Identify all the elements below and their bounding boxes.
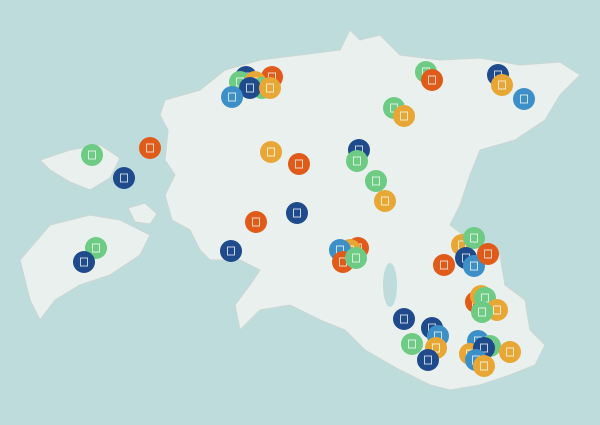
map-marker[interactable] [374,190,396,212]
map-marker[interactable] [113,167,135,189]
map-marker[interactable] [259,77,281,99]
map-marker[interactable] [365,170,387,192]
map-marker[interactable] [417,349,439,371]
map-marker[interactable] [513,88,535,110]
map-marker[interactable] [73,251,95,273]
map-marker[interactable] [139,137,161,159]
map-marker[interactable] [491,74,513,96]
map-marker[interactable] [471,301,493,323]
map-marker[interactable] [345,247,367,269]
map-marker[interactable] [286,202,308,224]
map-marker[interactable] [81,144,103,166]
map-marker[interactable] [288,153,310,175]
lake [383,263,397,307]
map-marker[interactable] [346,150,368,172]
map-marker[interactable] [421,69,443,91]
map-marker[interactable] [499,341,521,363]
map-marker[interactable] [401,333,423,355]
map-marker[interactable] [473,355,495,377]
map-marker[interactable] [220,240,242,262]
map-marker[interactable] [221,86,243,108]
map-marker[interactable] [393,308,415,330]
map-marker[interactable] [245,211,267,233]
map-marker[interactable] [393,105,415,127]
muhu [127,202,158,225]
map-marker[interactable] [260,141,282,163]
map-marker[interactable] [477,243,499,265]
map-marker[interactable] [433,254,455,276]
